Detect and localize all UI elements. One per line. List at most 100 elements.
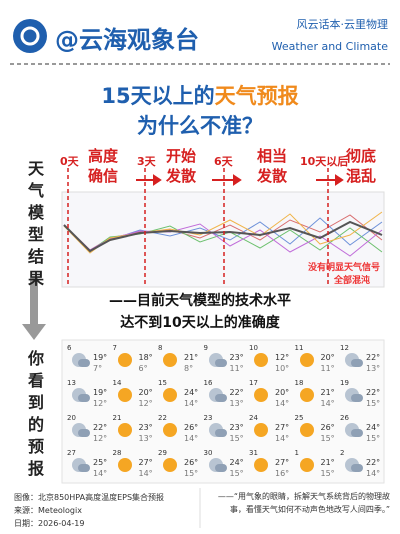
- footer-date: 日期：2026-04-19: [14, 519, 85, 528]
- day-low: 14°: [138, 469, 153, 478]
- title-line2: 为什么不准？: [137, 114, 263, 138]
- day-date: 15: [158, 379, 167, 387]
- day-low: 15°: [229, 469, 244, 478]
- day-cell: 19 22° 15°: [339, 379, 383, 413]
- day-low: 12°: [93, 434, 108, 443]
- day-high: 12°: [275, 353, 290, 362]
- day-cell: 10 12° 10°: [248, 344, 292, 378]
- subtitle: Weather and Climate: [271, 40, 388, 53]
- footer-quote: ——“用气象的眼睛，拆解天气系统背后的物理故事，看懂天气如何不动声色地改写人间四…: [217, 492, 390, 514]
- cloud-icon: [78, 464, 90, 472]
- day-date: 13: [67, 379, 76, 387]
- day-high: 22°: [93, 423, 108, 432]
- day-date: 24: [249, 414, 258, 422]
- arrows: [136, 174, 344, 186]
- day-date: 25: [294, 414, 304, 422]
- day-date: 16: [203, 379, 213, 387]
- weather-icon: [163, 353, 177, 367]
- weather-icon: [299, 353, 314, 367]
- cloud-icon: [214, 429, 227, 437]
- day-low: 13°: [229, 399, 244, 408]
- day-cell: 14 20° 12°: [112, 379, 156, 413]
- day-cell: 1 21° 15°: [294, 449, 338, 483]
- day-cell: 29 26° 15°: [157, 449, 201, 483]
- cloud-icon: [351, 359, 363, 367]
- cloud-icon: [214, 359, 227, 367]
- account-name: @云海观象台: [55, 26, 199, 54]
- day-label: 10天以后: [300, 155, 349, 168]
- day-cell: 22 26° 14°: [157, 414, 201, 448]
- day-date: 20: [67, 414, 76, 422]
- day-high: 27°: [275, 423, 290, 432]
- day-date: 27: [67, 449, 76, 457]
- weather-icon: [299, 423, 314, 437]
- day-date: 10: [249, 344, 258, 352]
- day-low: 15°: [320, 434, 335, 443]
- time-markers: [67, 168, 329, 287]
- weather-icon: [117, 423, 132, 437]
- stage-label: 高度确信: [87, 147, 118, 185]
- day-cell: 18 21° 14°: [294, 379, 338, 413]
- footer-source: 来源：Meteologix: [14, 506, 82, 515]
- day-low: 10°: [275, 364, 290, 373]
- day-date: 23: [203, 414, 213, 422]
- day-label: 3天: [137, 155, 156, 168]
- day-high: 21°: [184, 353, 199, 362]
- day-cell: 8 21° 8°: [157, 344, 201, 378]
- title-line1: 15天以上的天气预报: [0, 80, 400, 110]
- day-date: 19: [340, 379, 349, 387]
- day-date: 17: [249, 379, 258, 387]
- cloud-icon: [214, 464, 227, 472]
- stage-label: 彻底混乱: [345, 147, 376, 185]
- cloud-icon: [78, 359, 90, 367]
- day-date: 9: [203, 344, 208, 352]
- day-date: 28: [112, 449, 122, 457]
- day-cell: 23 23° 15°: [203, 414, 247, 448]
- day-low: 12°: [138, 399, 153, 408]
- day-date: 30: [203, 449, 213, 457]
- day-high: 21°: [320, 388, 335, 397]
- down-arrow: [22, 278, 46, 340]
- logo: [13, 19, 47, 53]
- day-cell: 21 23° 13°: [112, 414, 156, 448]
- weather-icon: [254, 458, 268, 472]
- day-date: 14: [112, 379, 122, 387]
- day-cell: 28 27° 14°: [112, 449, 156, 483]
- day-low: 15°: [184, 469, 199, 478]
- day-high: 19°: [93, 353, 108, 362]
- title-highlight: 天气预报: [214, 84, 299, 108]
- day-date: 12: [340, 344, 349, 352]
- day-cell: 15 24° 14°: [157, 379, 201, 413]
- day-low: 11°: [320, 364, 335, 373]
- day-date: 8: [158, 344, 163, 352]
- conclusion-line: 达不到10天以上的准确度: [120, 315, 280, 331]
- ensemble-lines: [63, 211, 383, 257]
- cloud-icon: [78, 394, 90, 402]
- day-cell: 26 24° 15°: [339, 414, 383, 448]
- day-label: 0天: [60, 155, 79, 168]
- day-high: 26°: [320, 423, 335, 432]
- day-high: 23°: [138, 423, 153, 432]
- day-cell: 17 20° 14°: [248, 379, 292, 413]
- day-low: 14°: [275, 434, 290, 443]
- cloud-icon: [351, 464, 363, 472]
- day-cell: 31 27° 16°: [248, 449, 292, 483]
- day-cell: 30 24° 15°: [203, 449, 247, 483]
- cloud-icon: [78, 429, 90, 437]
- day-date: 6: [67, 344, 72, 352]
- day-cell: 9 23° 11°: [203, 344, 247, 378]
- side-label: 天气模型结果: [25, 160, 44, 292]
- day-cell: 11 20° 11°: [294, 344, 338, 378]
- day-cell: 20 22° 12°: [66, 414, 110, 448]
- chart-note: 全部混沌: [333, 276, 370, 286]
- title-part: 15天以上的: [101, 84, 215, 108]
- day-high: 22°: [229, 388, 244, 397]
- day-high: 27°: [138, 458, 153, 467]
- day-date: 26: [340, 414, 349, 422]
- day-high: 23°: [229, 353, 244, 362]
- day-date: 21: [112, 414, 122, 422]
- day-high: 24°: [366, 423, 381, 432]
- day-cell: 13 19° 12°: [66, 379, 110, 413]
- day-low: 13°: [366, 364, 381, 373]
